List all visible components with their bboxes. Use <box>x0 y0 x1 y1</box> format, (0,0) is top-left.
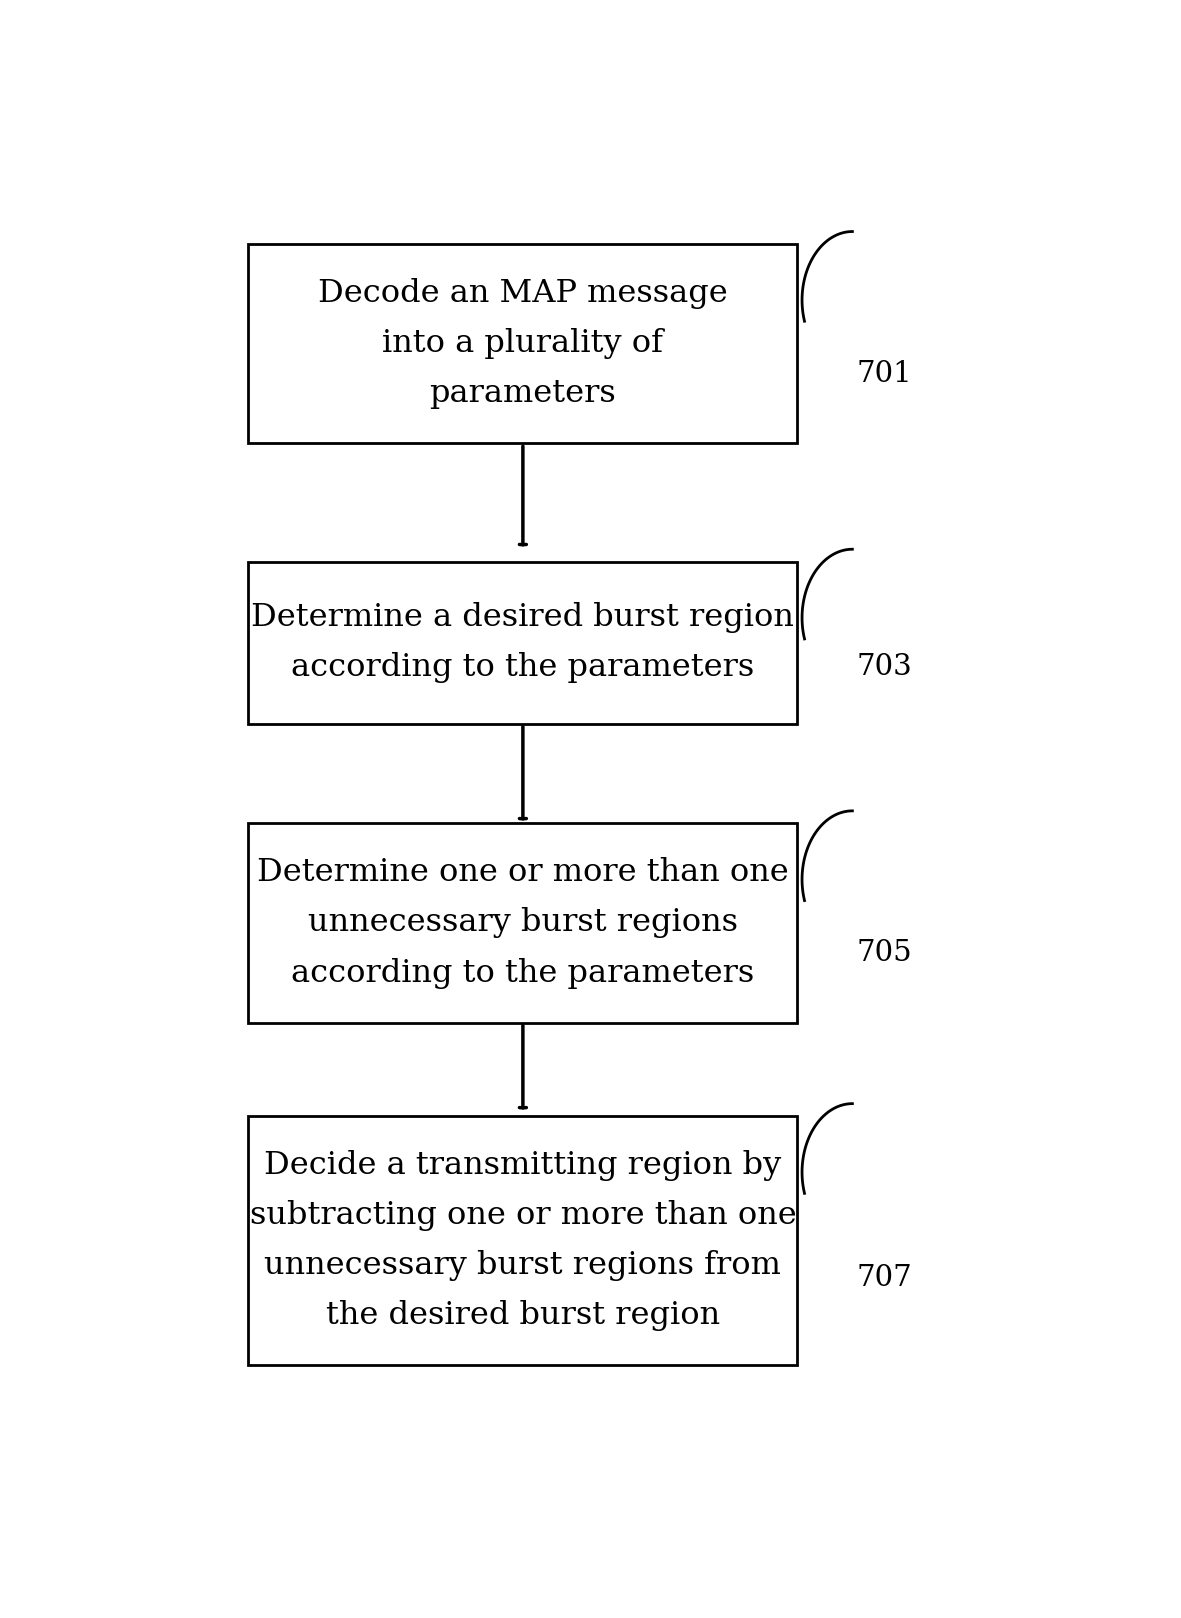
Text: Determine one or more than one
unnecessary burst regions
according to the parame: Determine one or more than one unnecessa… <box>257 858 789 989</box>
Text: Decode an MAP message
into a plurality of
parameters: Decode an MAP message into a plurality o… <box>318 278 727 409</box>
Text: 705: 705 <box>857 938 913 968</box>
FancyBboxPatch shape <box>248 1116 797 1366</box>
Text: 701: 701 <box>857 359 913 388</box>
FancyBboxPatch shape <box>248 824 797 1023</box>
Text: Determine a desired burst region
according to the parameters: Determine a desired burst region accordi… <box>252 602 795 683</box>
Text: Decide a transmitting region by
subtracting one or more than one
unnecessary bur: Decide a transmitting region by subtract… <box>249 1150 796 1332</box>
Text: 707: 707 <box>857 1264 913 1293</box>
FancyBboxPatch shape <box>248 561 797 723</box>
Text: 703: 703 <box>857 654 913 681</box>
FancyBboxPatch shape <box>248 244 797 443</box>
